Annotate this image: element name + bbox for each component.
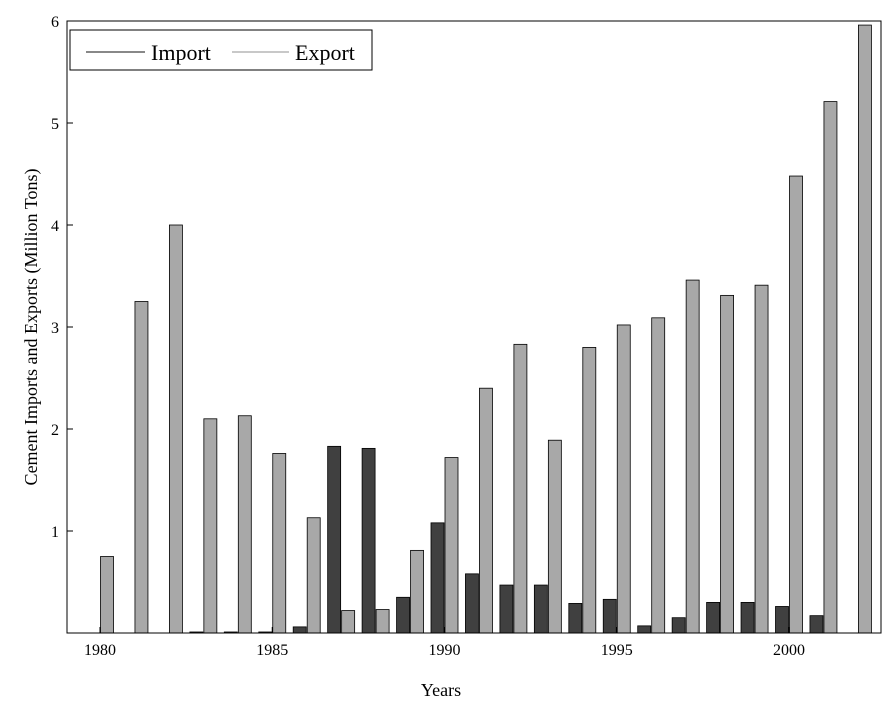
bar-import-1993 [533,584,548,634]
bar-export-1983 [203,418,218,634]
legend: Import Export [69,29,373,71]
bar-export-1998 [720,294,734,634]
bar-export-1996 [651,317,666,634]
y-tick-label-5: 5 [51,116,59,133]
y-tick-label-6: 6 [51,14,59,31]
bar-import-1987 [327,445,342,634]
bar-export-1985 [272,453,287,634]
bar-export-1997 [685,279,700,634]
ticks-layer: 1 2 3 4 5 6 1980 1985 1990 1995 2000 [51,14,805,659]
bar-export-1993 [547,439,562,634]
bar-import-1992 [499,584,514,634]
bar-import-1988 [361,447,376,634]
bar-import-1986 [292,626,307,634]
legend-label-export: Export [295,40,355,65]
bar-import-2000 [775,606,789,634]
legend-box [69,29,373,71]
bar-import-1997 [671,617,686,634]
x-axis-title: Years [421,680,461,700]
y-tick-label-2: 2 [51,422,59,439]
bar-export-1987 [341,610,356,634]
x-tick-label-1995: 1995 [601,642,633,659]
x-tick-label-1980: 1980 [84,642,116,659]
x-tick-label-2000: 2000 [773,642,805,659]
bar-import-1991 [465,573,479,634]
bar-export-1981 [134,301,149,634]
bar-export-1991 [479,387,493,634]
bar-export-2002 [858,24,872,634]
x-tick-label-1985: 1985 [256,642,288,659]
bars-layer [100,24,872,634]
y-tick-label-3: 3 [51,320,59,337]
bar-import-1999 [740,602,755,634]
bar-import-1989 [396,596,410,634]
bar-export-2000 [789,175,803,634]
bar-export-1980 [100,556,114,634]
bar-export-1999 [754,284,769,634]
x-tick-label-1990: 1990 [429,642,461,659]
bar-export-1994 [582,346,597,634]
bar-import-2001 [809,615,824,634]
y-tick-label-4: 4 [51,218,59,235]
bar-export-1995 [616,324,631,634]
bar-import-1990 [430,522,445,634]
bar-import-1996 [637,625,652,634]
bar-export-1988 [375,609,390,634]
y-tick-label-1: 1 [51,524,59,541]
bar-export-1992 [513,343,528,634]
bar-import-1998 [706,602,720,634]
legend-label-import: Import [151,40,211,65]
bar-import-1994 [568,603,583,634]
bar-export-2001 [823,101,838,634]
bar-export-1982 [168,224,183,634]
bar-import-1995 [602,598,617,634]
bar-export-1989 [410,549,424,634]
bar-export-1990 [444,457,459,634]
bar-export-1986 [306,517,321,634]
bar-export-1984 [237,415,252,634]
y-axis-title: Cement Imports and Exports (Million Tons… [21,169,42,486]
